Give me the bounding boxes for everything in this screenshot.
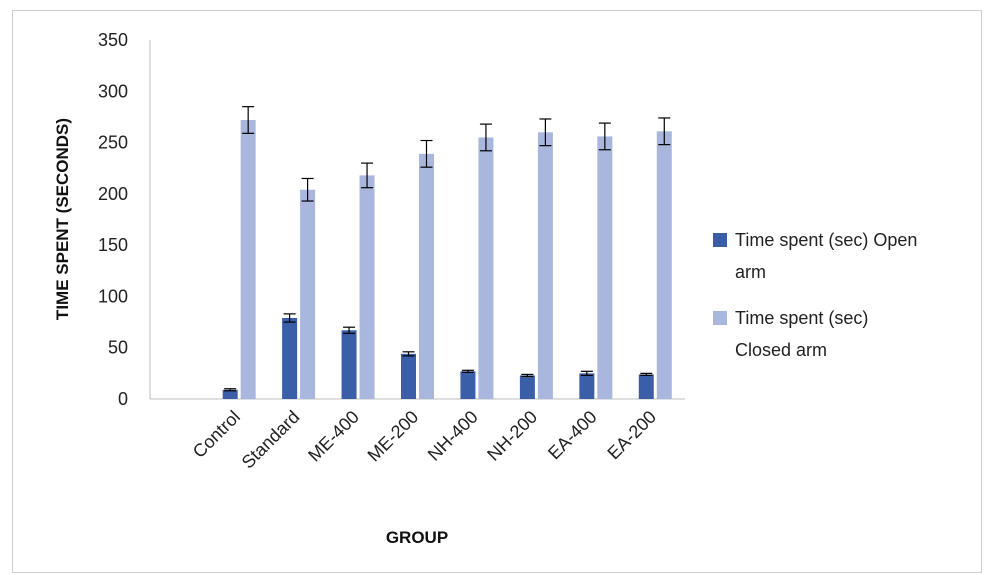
bar [537, 132, 553, 400]
legend-swatch [713, 311, 727, 325]
x-axis-title: GROUP [386, 528, 448, 547]
bar [638, 374, 654, 399]
y-tick-label: 100 [98, 286, 128, 306]
y-tick-label: 50 [108, 338, 128, 358]
legend-swatch [713, 233, 727, 247]
y-tick-label: 300 [98, 81, 128, 101]
bar [419, 153, 434, 399]
y-axis-ticks: 0 50 100 150 200 250 300 350 [98, 30, 128, 409]
bar [656, 131, 672, 399]
bars [222, 106, 672, 400]
x-tick-label: ME-200 [364, 407, 423, 466]
bar [401, 353, 416, 399]
legend-label: Time spent (sec) Open [735, 230, 917, 250]
bar [341, 330, 357, 399]
legend-label: Closed arm [735, 340, 827, 360]
y-tick-label: 0 [118, 389, 128, 409]
bar [359, 175, 375, 399]
bar [478, 137, 494, 399]
x-tick-label: EA-400 [544, 407, 601, 464]
x-tick-label: NH-400 [424, 407, 482, 465]
x-tick-label: EA-200 [604, 407, 661, 464]
x-tick-label: Control [189, 407, 244, 462]
legend-label: Time spent (sec) [735, 308, 868, 328]
bar [300, 189, 316, 399]
y-tick-label: 200 [98, 184, 128, 204]
x-tick-label: Standard [238, 407, 304, 473]
x-tick-label: NH-200 [483, 407, 541, 465]
chart-frame [12, 10, 982, 573]
bar [282, 317, 298, 399]
bar [579, 373, 595, 399]
bar [222, 389, 238, 399]
y-tick-label: 150 [98, 235, 128, 255]
x-tick-label: ME-400 [304, 407, 363, 466]
bar [597, 136, 613, 399]
y-tick-label: 350 [98, 30, 128, 50]
bar [519, 375, 535, 399]
bar [460, 371, 476, 399]
y-tick-label: 250 [98, 133, 128, 153]
legend-label: arm [735, 262, 766, 282]
y-axis-title: TIME SPENT (SECONDS) [53, 118, 72, 320]
bar [240, 120, 256, 400]
legend: Time spent (sec) Open arm Time spent (sec)… [713, 230, 917, 360]
